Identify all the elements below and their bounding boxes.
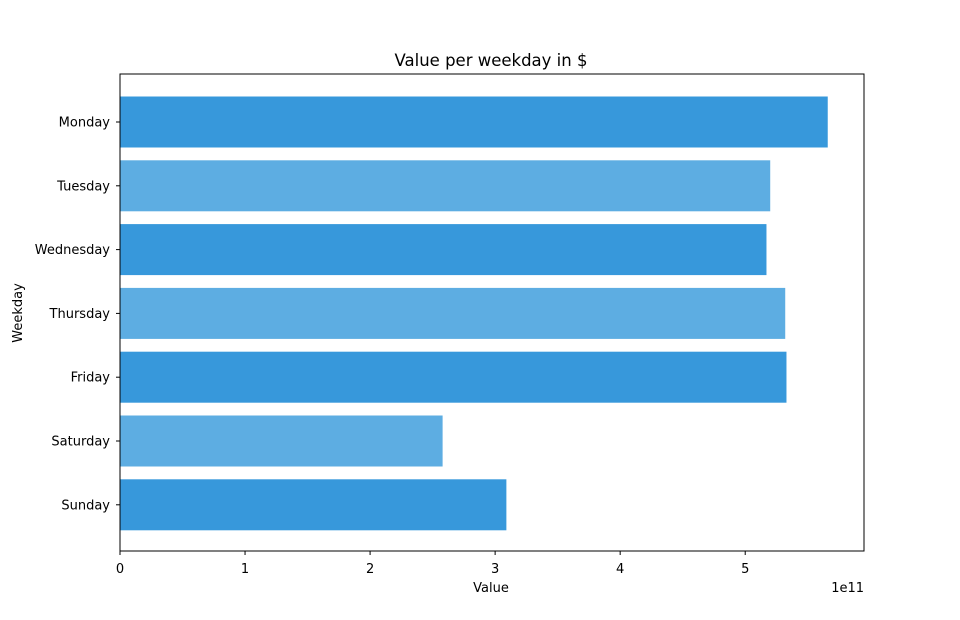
- bar-saturday: [120, 415, 443, 467]
- x-tick-label: 4: [616, 562, 624, 577]
- x-axis-ticks: 0 1 2 3 4 5: [116, 551, 749, 577]
- y-tick-label: Sunday: [61, 498, 110, 513]
- y-tick-label: Saturday: [51, 435, 110, 450]
- y-tick-label: Monday: [59, 116, 111, 131]
- y-tick-label: Thursday: [49, 307, 111, 322]
- x-tick-label: 5: [741, 562, 749, 577]
- bar-friday: [120, 351, 787, 403]
- bar-tuesday: [120, 160, 771, 212]
- plot-frame: [119, 73, 865, 552]
- y-tick-label: Friday: [71, 371, 111, 386]
- bar-sunday: [120, 479, 507, 531]
- y-axis-ticks: Monday Tuesday Wednesday Thursday Friday Satu…: [35, 116, 120, 513]
- x-tick-label: 1: [241, 562, 249, 577]
- x-tick-label: 3: [491, 562, 499, 577]
- bar-monday: [120, 96, 828, 148]
- chart-title: Value per weekday in $: [395, 51, 588, 70]
- x-tick-label: 0: [116, 562, 124, 577]
- y-tick-label: Wednesday: [35, 243, 111, 258]
- y-tick-label: Tuesday: [56, 179, 110, 194]
- x-axis-label: Value: [473, 581, 509, 596]
- bar-thursday: [120, 287, 786, 339]
- bars-group: [120, 96, 828, 531]
- y-axis-label: Weekday: [11, 283, 26, 343]
- bar-wednesday: [120, 224, 767, 276]
- x-axis-offset-label: 1e11: [831, 581, 864, 596]
- x-tick-label: 2: [366, 562, 374, 577]
